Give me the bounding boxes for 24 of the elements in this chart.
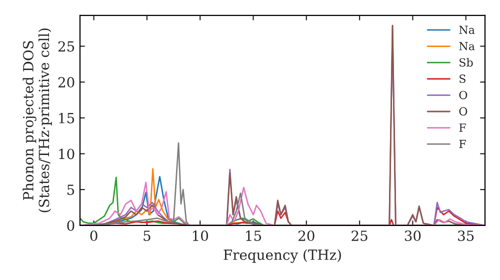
y-tick-label: 0 bbox=[67, 220, 74, 231]
x-axis-title: Frequency (THz) bbox=[224, 249, 341, 263]
y-tick-label: 20 bbox=[58, 77, 74, 88]
legend-label: S bbox=[460, 74, 466, 83]
y-axis-title: Phonon projected DOS (States/THz·primitive cell) bbox=[22, 28, 52, 212]
legend-label: O bbox=[459, 90, 468, 100]
x-tick-label: 10 bbox=[192, 230, 208, 242]
x-tick-label: 25 bbox=[352, 230, 368, 242]
legend-label: F bbox=[459, 124, 466, 132]
x-tick-label: 20 bbox=[298, 230, 314, 242]
legend-label: Na bbox=[459, 42, 475, 50]
y-tick-label: 15 bbox=[59, 112, 74, 124]
y-tick-label: 5 bbox=[67, 184, 74, 196]
x-tick-label: 30 bbox=[404, 230, 421, 242]
legend-label: Sb bbox=[460, 58, 473, 67]
y-tick-label: 25 bbox=[58, 41, 74, 52]
x-tick-label: 15 bbox=[246, 230, 262, 242]
x-tick-label: 5 bbox=[144, 230, 150, 242]
legend-label: F bbox=[459, 140, 466, 148]
legend-label: O bbox=[459, 107, 468, 116]
x-tick-label: 35 bbox=[458, 230, 474, 242]
legend-label: Na bbox=[459, 26, 475, 34]
x-tick-label: 0 bbox=[90, 230, 98, 242]
y-tick-label: 10 bbox=[59, 148, 74, 160]
